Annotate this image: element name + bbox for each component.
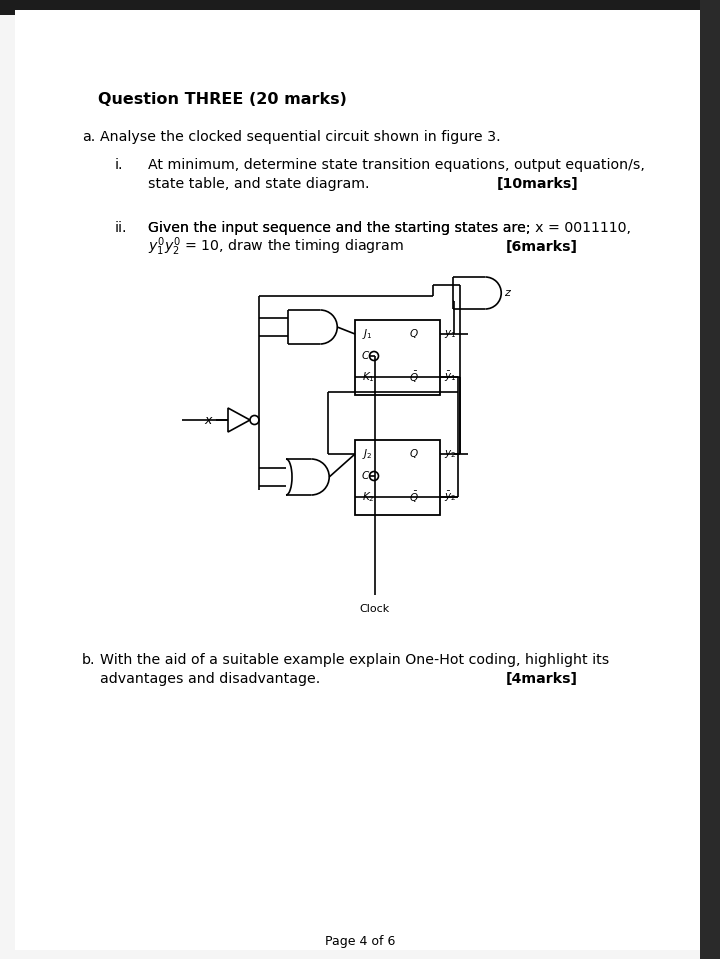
- Text: $J_2$: $J_2$: [362, 447, 373, 461]
- Text: $Q$: $Q$: [409, 328, 419, 340]
- Text: Given the input sequence and the starting states are; x = 0011110,: Given the input sequence and the startin…: [148, 221, 631, 235]
- Text: $y_1$: $y_1$: [444, 328, 456, 340]
- Text: Page 4 of 6: Page 4 of 6: [325, 935, 395, 948]
- Text: $y_1^0y_2^0$ = 10, draw the timing diagram: $y_1^0y_2^0$ = 10, draw the timing diagr…: [148, 236, 404, 258]
- Text: At minimum, determine state transition equations, output equation/s,: At minimum, determine state transition e…: [148, 158, 645, 172]
- Text: $K_2$: $K_2$: [362, 490, 374, 503]
- Text: Given the input sequence and the starting states are;: Given the input sequence and the startin…: [148, 221, 535, 235]
- Text: a.: a.: [82, 130, 95, 144]
- Text: b.: b.: [82, 653, 96, 667]
- Text: C: C: [362, 471, 369, 481]
- Text: $J_1$: $J_1$: [362, 327, 373, 341]
- Text: $\bar{y}_2$: $\bar{y}_2$: [444, 490, 456, 504]
- Text: ii.: ii.: [115, 221, 127, 235]
- Text: [10marks]: [10marks]: [496, 177, 578, 191]
- Text: $\bar{Q}$: $\bar{Q}$: [409, 369, 419, 385]
- Text: Question THREE (20 marks): Question THREE (20 marks): [98, 92, 347, 107]
- Text: x: x: [204, 413, 212, 427]
- Text: Analyse the clocked sequential circuit shown in figure 3.: Analyse the clocked sequential circuit s…: [100, 130, 500, 144]
- Text: state table, and state diagram.: state table, and state diagram.: [148, 177, 369, 191]
- Bar: [355, 320, 440, 395]
- Text: $Q$: $Q$: [409, 448, 419, 460]
- Bar: [0, 0, 720, 15]
- Text: Clock: Clock: [360, 604, 390, 614]
- Text: C: C: [362, 351, 369, 361]
- Bar: [355, 440, 440, 515]
- Text: $\bar{y}_1$: $\bar{y}_1$: [444, 370, 456, 384]
- Text: $K_1$: $K_1$: [362, 370, 375, 384]
- Text: $\bar{Q}$: $\bar{Q}$: [409, 489, 419, 504]
- Bar: [700, 0, 720, 959]
- Text: With the aid of a suitable example explain One-Hot coding, highlight its: With the aid of a suitable example expla…: [100, 653, 609, 667]
- Text: z: z: [504, 288, 510, 298]
- Text: advantages and disadvantage.: advantages and disadvantage.: [100, 672, 320, 686]
- Text: [4marks]: [4marks]: [506, 672, 578, 686]
- Text: $y_2$: $y_2$: [444, 448, 456, 460]
- Text: [6marks]: [6marks]: [506, 240, 578, 254]
- Text: i.: i.: [115, 158, 124, 172]
